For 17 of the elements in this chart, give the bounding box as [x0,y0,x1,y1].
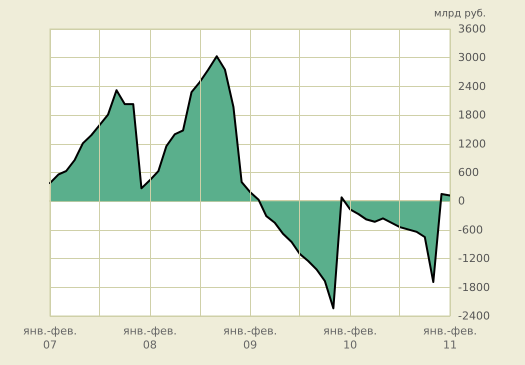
x-tick-label: янв.-фев. 08 [122,324,177,352]
y-tick-label: -600 [458,223,483,236]
x-tick-label: янв.-фев. 09 [223,324,278,352]
y-tick-label: 1800 [458,108,486,122]
y-tick-label: 0 [458,194,465,208]
y-tick-label: -1200 [458,252,490,266]
y-tick-label: -2400 [458,310,490,322]
x-tick-label: янв.-фев. 07 [23,324,77,352]
y-tick-label: 600 [458,166,479,179]
y-tick-label: 3600 [458,22,486,36]
x-tick-label: янв.-фев. 10 [323,324,378,352]
x-tick-label: янв.-фев. 11 [423,324,477,352]
y-axis-title: млрд руб. [434,8,486,20]
y-tick-label: -1800 [458,280,490,294]
y-tick-label: 3000 [458,51,486,64]
y-tick-label: 1200 [458,137,486,150]
y-tick-label: 2400 [458,80,486,93]
